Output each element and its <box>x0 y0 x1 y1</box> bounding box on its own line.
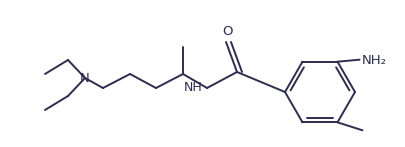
Text: NH: NH <box>184 81 202 93</box>
Text: NH₂: NH₂ <box>360 54 386 67</box>
Text: O: O <box>222 25 233 38</box>
Text: N: N <box>80 71 90 85</box>
